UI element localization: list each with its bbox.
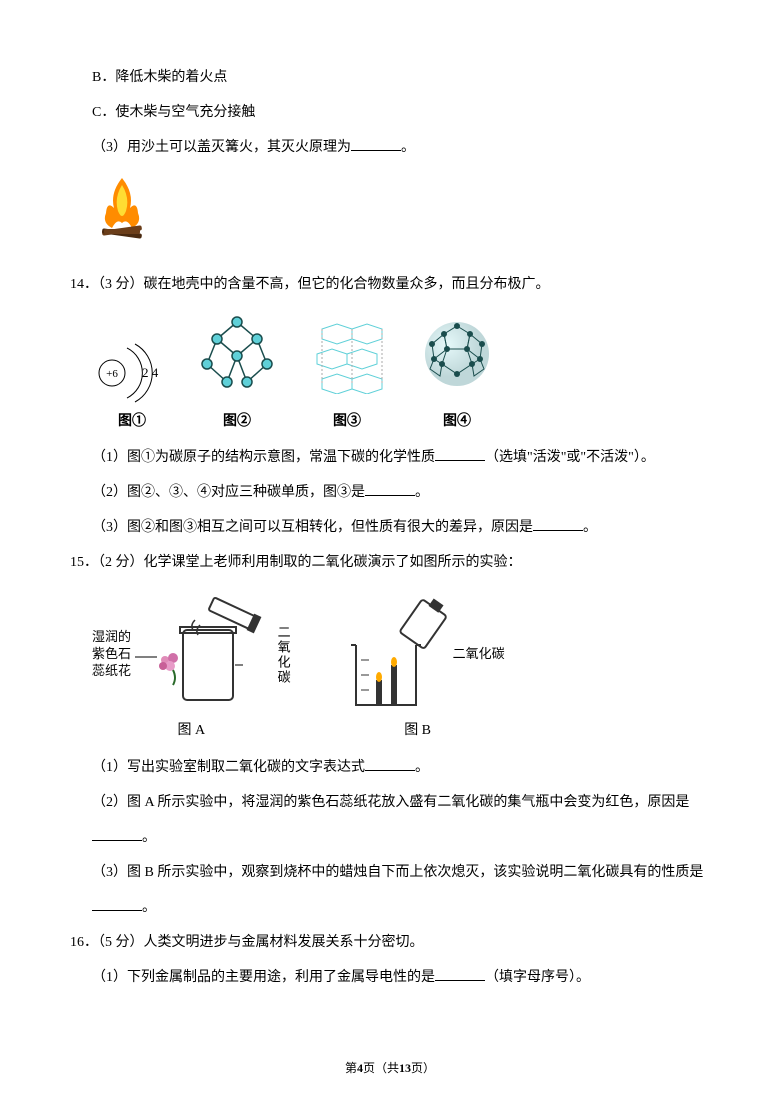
graphite-structure-icon bbox=[302, 314, 392, 394]
q15-image-row: 湿润的紫色石蕊纸花 bbox=[92, 595, 710, 741]
q13-part3: （3）用沙土可以盖灭篝火，其灭火原理为 。 bbox=[92, 130, 710, 165]
blank bbox=[435, 443, 485, 461]
q15-header: 15．（2 分）化学课堂上老师利用制取的二氧化碳演示了如图所示的实验： bbox=[70, 545, 710, 580]
q16-header: 16．（5 分）人类文明进步与金属材料发展关系十分密切。 bbox=[70, 925, 710, 960]
q15-co2-label-a: 二氧化碳 bbox=[275, 625, 291, 685]
svg-text:+6: +6 bbox=[106, 368, 118, 380]
svg-text:2 4: 2 4 bbox=[142, 365, 159, 380]
blank bbox=[92, 823, 142, 841]
blank bbox=[533, 513, 583, 531]
q15-co2-label-b: 二氧化碳 bbox=[453, 638, 505, 671]
q13-part3-post: 。 bbox=[401, 140, 415, 155]
carbon-atom-diagram: +6 2 4 bbox=[92, 338, 172, 408]
campfire-image bbox=[92, 173, 152, 243]
experiment-b-diagram bbox=[331, 595, 461, 715]
q15-part2: （2）图 A 所示实验中，将湿润的紫色石蕊纸花放入盛有二氧化碳的集气瓶中会变为红… bbox=[92, 785, 710, 855]
experiment-a-diagram bbox=[135, 595, 275, 715]
q15-imgB-label: 图 B bbox=[331, 721, 505, 741]
q14-img2-box: 图② bbox=[192, 314, 282, 432]
diamond-structure-icon bbox=[192, 314, 282, 394]
q14-part2: （2）图②、③、④对应三种碳单质，图③是。 bbox=[92, 475, 710, 510]
q14-part1: （1）图①为碳原子的结构示意图，常温下碳的化学性质（选填"活泼"或"不活泼"）。 bbox=[92, 440, 710, 475]
q15-part1: （1）写出实验室制取二氧化碳的文字表达式。 bbox=[92, 750, 710, 785]
blank bbox=[365, 478, 415, 496]
q14-img3-label: 图③ bbox=[302, 412, 392, 432]
option-c: C．使木柴与空气充分接触 bbox=[92, 95, 710, 130]
q14-img4-label: 图④ bbox=[412, 412, 502, 432]
q14-header: 14．（3 分）碳在地壳中的含量不高，但它的化合物数量众多，而且分布极广。 bbox=[70, 267, 710, 302]
fullerene-structure-icon bbox=[412, 314, 502, 394]
q14-img3-box: 图③ bbox=[302, 314, 392, 432]
q15-flower-label: 湿润的紫色石蕊纸花 bbox=[92, 629, 131, 680]
q15-imgA-label: 图 A bbox=[92, 721, 291, 741]
page-footer: 第4页（共13页） bbox=[0, 1053, 780, 1083]
q15-imgA-box: 湿润的紫色石蕊纸花 bbox=[92, 595, 291, 741]
blank bbox=[435, 963, 485, 981]
option-b: B．降低木柴的着火点 bbox=[92, 60, 710, 95]
q14-img2-label: 图② bbox=[192, 412, 282, 432]
q15-imgB-box: 二氧化碳 图 B bbox=[331, 595, 505, 741]
q15-part3: （3）图 B 所示实验中，观察到烧杯中的蜡烛自下而上依次熄灭，该实验说明二氧化碳… bbox=[92, 855, 710, 925]
q14-img1-box: +6 2 4 图① bbox=[92, 338, 172, 432]
blank bbox=[92, 893, 142, 911]
blank bbox=[351, 133, 401, 151]
q16-part1: （1）下列金属制品的主要用途，利用了金属导电性的是（填字母序号）。 bbox=[92, 960, 710, 995]
q14-image-row: +6 2 4 图① 图② bbox=[92, 314, 710, 432]
blank bbox=[365, 753, 415, 771]
q14-part3: （3）图②和图③相互之间可以互相转化，但性质有很大的差异，原因是。 bbox=[92, 510, 710, 545]
q14-img4-box: 图④ bbox=[412, 314, 502, 432]
q13-part3-pre: （3）用沙土可以盖灭篝火，其灭火原理为 bbox=[92, 140, 351, 155]
q14-img1-label: 图① bbox=[92, 412, 172, 432]
